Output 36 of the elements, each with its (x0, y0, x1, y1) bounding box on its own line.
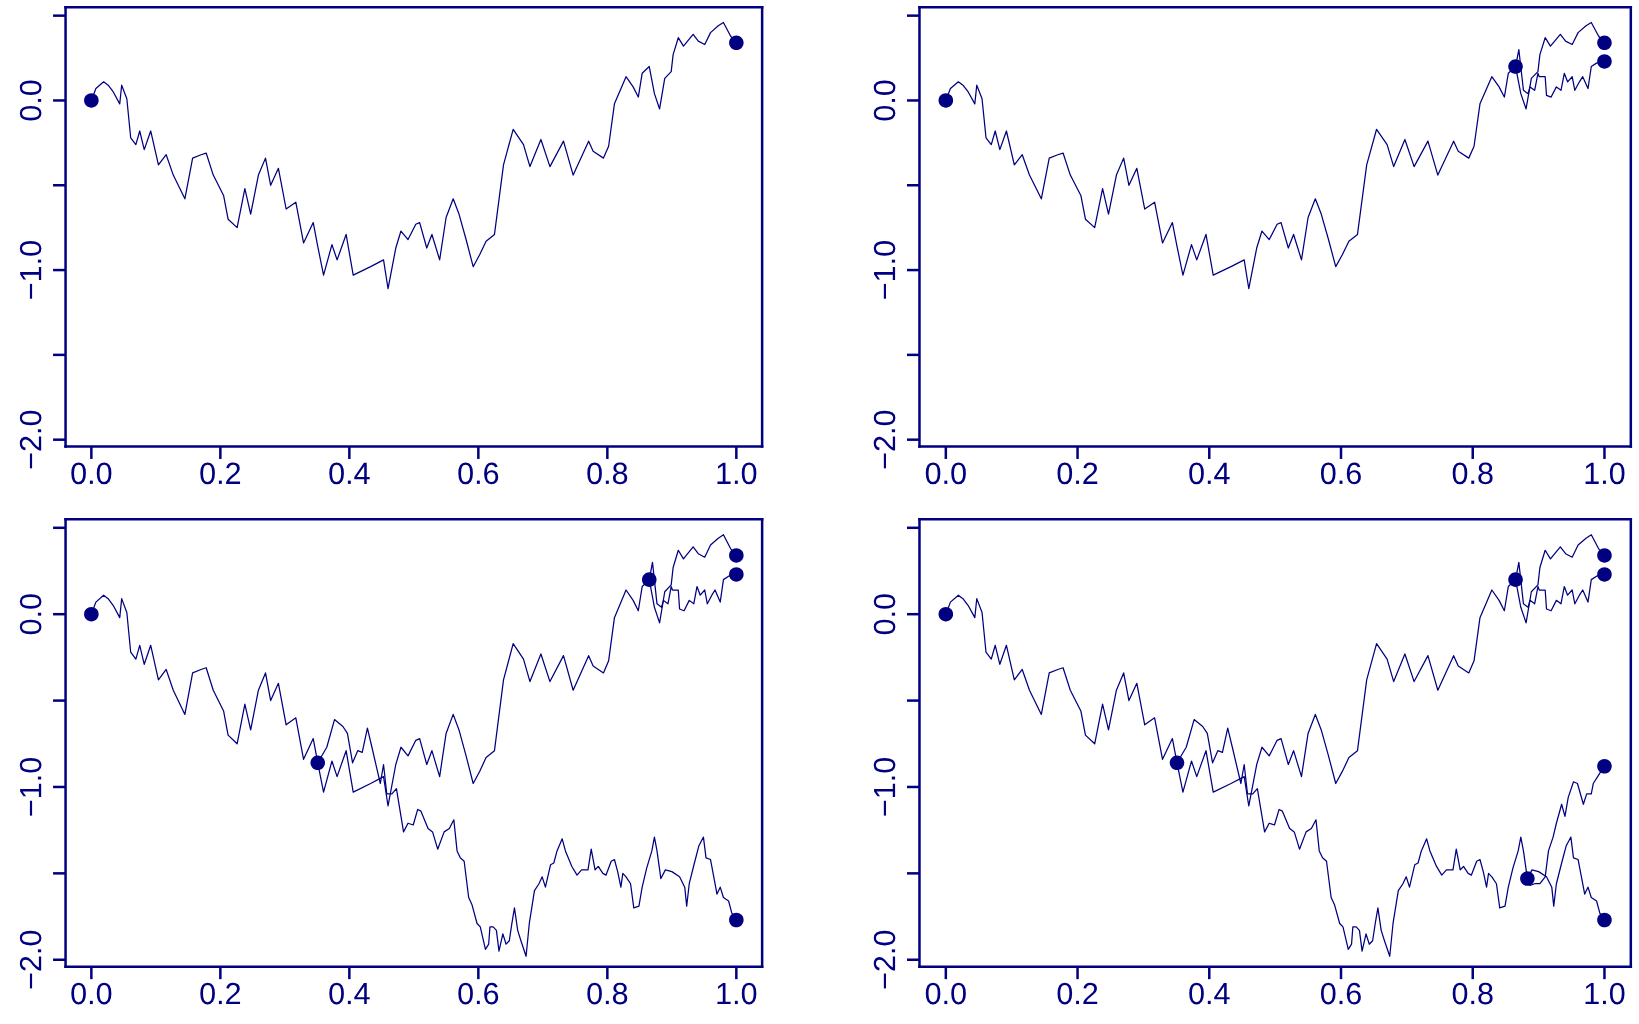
x-tick-label: 0.6 (458, 982, 499, 1005)
y-tick-label: 0.0 (873, 80, 896, 121)
x-tick-label: 0.4 (329, 982, 370, 1005)
x-tick-label: 1.0 (1585, 982, 1625, 1005)
y-tick-label: −1.0 (873, 758, 896, 816)
x-tick-label: 0.0 (71, 462, 112, 485)
y-tick-label: −2.0 (19, 930, 42, 989)
y-tick-label: 0.0 (19, 594, 42, 635)
x-tick-label: 0.0 (71, 982, 112, 1005)
x-tick-label: 0.8 (587, 982, 628, 1005)
x-tick-label: 0.8 (587, 462, 628, 485)
x-tick-label: 0.6 (1320, 462, 1361, 485)
x-tick-label: 0.8 (1452, 462, 1493, 485)
y-tick-label: −1.0 (19, 758, 42, 816)
x-tick-label: 0.4 (1189, 982, 1230, 1005)
x-tick-label: 1.0 (1585, 462, 1625, 485)
x-tick-label: 0.6 (458, 462, 499, 485)
x-tick-label: 0.0 (925, 982, 966, 1005)
x-tick-label: 0.2 (200, 982, 241, 1005)
y-tick-label: 0.0 (873, 594, 896, 635)
x-tick-label: 0.2 (1057, 982, 1098, 1005)
x-tick-label: 0.2 (1057, 462, 1098, 485)
y-tick-label: −2.0 (873, 410, 896, 469)
y-tick-label: −1.0 (873, 241, 896, 299)
y-tick-label: −1.0 (19, 241, 42, 299)
x-tick-label: 0.0 (925, 462, 966, 485)
x-tick-label: 0.8 (1452, 982, 1493, 1005)
x-tick-label: 0.4 (329, 462, 370, 485)
y-tick-label: −2.0 (19, 410, 42, 469)
x-tick-label: 1.0 (717, 982, 757, 1005)
x-tick-label: 0.4 (1189, 462, 1230, 485)
y-tick-label: 0.0 (19, 80, 42, 121)
x-tick-label: 0.2 (200, 462, 241, 485)
x-tick-label: 1.0 (717, 462, 757, 485)
y-tick-label: −2.0 (873, 930, 896, 989)
x-tick-label: 0.6 (1320, 982, 1361, 1005)
